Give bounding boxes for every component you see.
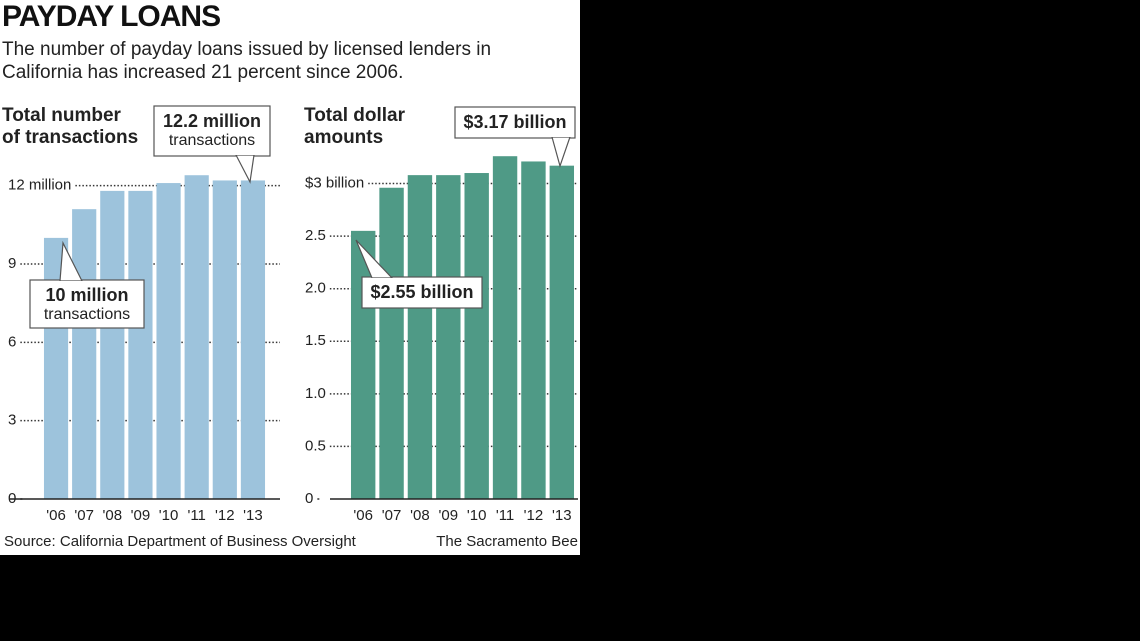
y-tick-label: 0.5 (305, 437, 326, 454)
title: PAYDAY LOANS (2, 0, 221, 33)
x-tick-label: '08 (410, 507, 430, 524)
y-tick-label: 1.5 (305, 332, 326, 349)
bar (156, 183, 181, 500)
x-tick-label: '06 (353, 507, 373, 524)
charts: Source: California Department of Busines… (2, 105, 578, 550)
callout-subtext: transactions (44, 306, 130, 323)
credit: The Sacramento Bee (436, 533, 578, 550)
y-tick-label: 12 million (8, 177, 71, 194)
callout-text: $3.17 billion (463, 112, 566, 132)
y-tick-label: 0 (305, 490, 313, 507)
x-tick-label: '13 (243, 507, 263, 524)
x-tick-label: '10 (467, 507, 487, 524)
bar (407, 175, 433, 499)
y-tick-label: $3 billion (305, 175, 364, 192)
chart-title: Total number (2, 105, 122, 126)
x-tick-label: '11 (496, 507, 514, 524)
chart-title: amounts (304, 127, 383, 148)
callout-cover (31, 281, 143, 327)
bar (184, 175, 209, 499)
callout-cover (363, 278, 481, 307)
x-tick-label: '07 (382, 507, 402, 524)
bar (549, 165, 575, 500)
x-tick-label: '10 (159, 507, 179, 524)
y-tick-label: 2.5 (305, 227, 326, 244)
callout-pointer (235, 154, 255, 184)
callout-text: $2.55 billion (370, 282, 473, 302)
x-tick-label: '08 (103, 507, 123, 524)
bar (72, 209, 97, 499)
bar (379, 187, 404, 499)
x-tick-label: '12 (215, 507, 235, 524)
y-tick-label: 2.0 (305, 280, 326, 297)
x-tick-label: '07 (74, 507, 94, 524)
x-tick-label: '12 (524, 507, 544, 524)
chart-title: of transactions (2, 127, 138, 148)
callout-pointer (551, 136, 571, 169)
callout-subtext: transactions (169, 132, 255, 149)
y-tick-label: 1.0 (305, 385, 326, 402)
y-tick-label: 6 (8, 333, 16, 350)
x-tick-label: '06 (46, 507, 66, 524)
x-tick-label: '09 (439, 507, 459, 524)
bar (240, 180, 266, 499)
bar (100, 190, 125, 499)
subtitle: The number of payday loans issued by lic… (2, 39, 492, 83)
x-tick-label: '13 (552, 507, 572, 524)
y-tick-label: 3 (8, 412, 16, 429)
graphic: PAYDAY LOANS The number of payday loans … (0, 0, 580, 555)
bar (521, 161, 546, 500)
bar (464, 173, 489, 499)
callout-text: 12.2 million (163, 111, 261, 131)
source: Source: California Department of Busines… (4, 533, 357, 550)
y-tick-label: 9 (8, 255, 16, 272)
bar (212, 180, 237, 499)
x-tick-label: '11 (187, 507, 205, 524)
callout-cover (155, 107, 269, 155)
x-tick-label: '09 (131, 507, 151, 524)
bar (436, 175, 461, 499)
callout-cover (456, 108, 574, 137)
chart-title: Total dollar (304, 105, 406, 126)
bar (492, 156, 518, 499)
bar (128, 190, 153, 499)
callout-text: 10 million (45, 285, 128, 305)
